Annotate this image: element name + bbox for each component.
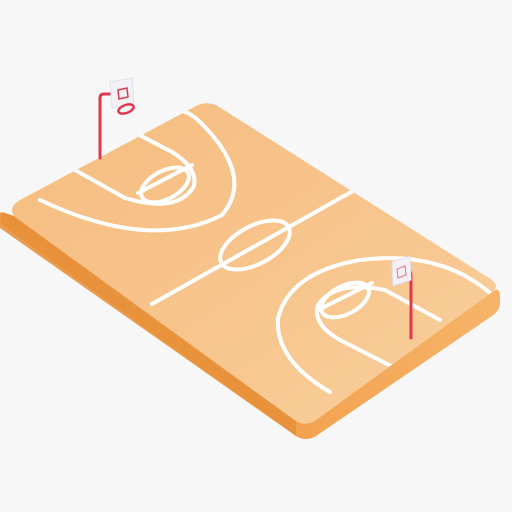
court-front-side [296, 289, 500, 439]
free-throw-circle-right [319, 280, 371, 320]
court-top [12, 103, 496, 424]
center-circle [218, 218, 292, 272]
hoop-pole-left [98, 92, 114, 160]
free-throw-circle-left [139, 165, 191, 205]
basketball-hoop-icon [391, 255, 413, 340]
center-line [150, 185, 362, 306]
rim-left [117, 103, 135, 115]
free-throw-line-right [316, 281, 374, 312]
free-throw-line-left [136, 163, 194, 195]
key-lane-left [73, 123, 197, 206]
three-point-arc-right [275, 256, 492, 394]
backboard-left [109, 77, 135, 109]
court-left-edge [0, 212, 296, 436]
backboard-right [391, 255, 412, 287]
court-lines [38, 108, 492, 394]
three-point-arc-left [38, 108, 237, 233]
basketball-hoop-icon [98, 77, 135, 160]
